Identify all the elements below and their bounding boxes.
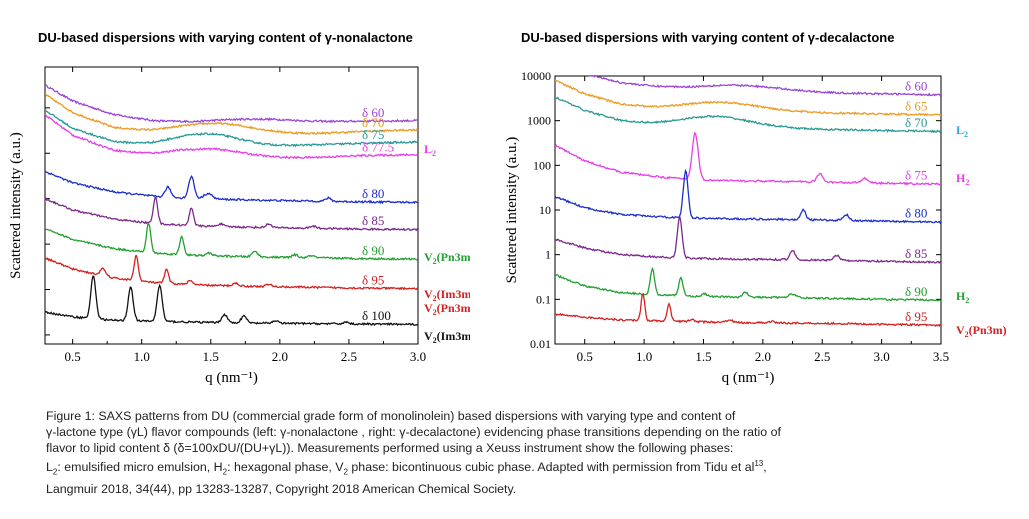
phase-label: L2 (424, 142, 436, 158)
right-chart-title: DU-based dispersions with varying conten… (521, 30, 895, 45)
series-group (45, 84, 418, 327)
x-tick-label: 2.5 (341, 349, 357, 364)
x-tick-label: 3.5 (933, 349, 949, 364)
y-axis-label: Scattered intensity (a.u.) (504, 137, 520, 284)
plot-frame (44, 66, 419, 345)
x-axis-label: q (nm⁻¹) (205, 370, 258, 386)
phase-label: V2(Im3m) (424, 287, 470, 303)
x-tick-label: 1.5 (203, 349, 219, 364)
y-tick-label: 0.01 (530, 337, 551, 351)
plot-frame (554, 75, 942, 345)
series-label-delta-95: δ 95 (362, 272, 384, 287)
series-label-delta-85: δ 85 (905, 246, 927, 261)
x-tick-label: 0.5 (65, 349, 81, 364)
caption-line-2: γ-lactone type (γL) flavor compounds (le… (46, 425, 781, 439)
x-tick-label: 1.0 (134, 349, 150, 364)
caption-line-5: Langmuir 2018, 34(44), pp 13283-13287, C… (46, 481, 517, 496)
series-label-delta-80: δ 80 (362, 186, 384, 201)
series-line-delta-77.5 (45, 114, 418, 160)
caption-line-3: flavor to lipid content δ (δ=100xDU/(DU+… (46, 441, 734, 455)
right-chart: 0.5 1.0 1.5 2.0 2.5 3.0 3.5 10000 1000 100 10 1 0.1 0… (504, 69, 1007, 386)
phase-label: V2(Pn3m) (956, 323, 1007, 339)
series-label-delta-60: δ 60 (905, 78, 927, 93)
x-tick-label: 0.5 (577, 349, 593, 364)
y-tick-label: 10000 (521, 69, 551, 83)
series-label-delta-65: δ 65 (905, 98, 927, 113)
series-line-delta-85 (555, 216, 941, 264)
series-line-delta-70 (555, 96, 941, 134)
caption-line-4: L2: emulsified micro emulsion, H2: hexag… (46, 459, 767, 477)
left-chart-title: DU-based dispersions with varying conten… (38, 30, 413, 45)
series-label-delta-70: δ 70 (905, 115, 927, 130)
series-label-delta-60: δ 60 (362, 105, 384, 120)
x-tick-label: 3.0 (873, 349, 889, 364)
series-line-delta-80 (45, 170, 418, 205)
series-line-delta-60 (587, 76, 941, 97)
series-line-delta-75 (45, 110, 418, 148)
phase-label: V2(Pn3m) (424, 250, 470, 266)
x-tick-label: 1.0 (636, 349, 652, 364)
series-label-delta-90: δ 90 (362, 243, 384, 258)
series-label-delta-90: δ 90 (905, 284, 927, 299)
x-tick-label: 1.5 (695, 349, 711, 364)
series-line-delta-95 (555, 293, 941, 327)
series-label-delta-95: δ 95 (905, 309, 927, 324)
series-line-delta-60 (45, 84, 418, 124)
series-group (555, 76, 941, 327)
series-line-delta-90 (555, 266, 941, 302)
phase-label: H2 (956, 289, 969, 305)
phase-label: H2 (956, 171, 969, 187)
y-tick-label: 100 (533, 158, 551, 172)
figure-caption: Figure 1: SAXS patterns from DU (commerc… (46, 408, 986, 497)
series-line-delta-95 (45, 254, 418, 291)
series-label-delta-100: δ 100 (362, 308, 391, 323)
phase-label: V2(Im3m) (424, 329, 470, 345)
caption-line-1: Figure 1: SAXS patterns from DU (commerc… (46, 409, 736, 423)
y-tick-label: 1000 (527, 114, 551, 128)
series-line-delta-70 (45, 93, 418, 136)
series-label-delta-75: δ 75 (905, 168, 927, 183)
series-line-delta-85 (45, 196, 418, 232)
y-axis-label: Scattered intensity (a.u.) (8, 132, 24, 279)
series-label-delta-75: δ 75 (362, 127, 384, 142)
series-label-delta-80: δ 80 (905, 206, 927, 221)
series-label-delta-70: δ 70 (362, 115, 384, 130)
series-label-delta-77.5: δ 77.5 (362, 139, 394, 154)
y-tick-label: 0.1 (536, 292, 551, 306)
series-line-delta-100 (45, 275, 418, 327)
series-line-delta-80 (555, 168, 941, 225)
left-chart: 0.5 1.0 1.5 2.0 2.5 3.0 q (nm⁻¹) Scattered inte… (8, 66, 470, 386)
x-tick-label: 2.5 (814, 349, 830, 364)
series-label-delta-85: δ 85 (362, 213, 384, 228)
phase-label: V2(Pn3m) (424, 301, 470, 317)
x-tick-label: 2.0 (755, 349, 771, 364)
x-tick-label: 2.0 (272, 349, 288, 364)
series-line-delta-65 (555, 79, 941, 117)
phase-label: L2 (956, 123, 968, 139)
x-tick-label: 3.0 (410, 349, 426, 364)
y-tick-label: 10 (539, 203, 551, 217)
y-tick-label: 1 (545, 248, 551, 262)
x-axis-label: q (nm⁻¹) (722, 370, 775, 386)
series-line-delta-90 (45, 222, 418, 261)
series-line-delta-75 (555, 131, 941, 186)
